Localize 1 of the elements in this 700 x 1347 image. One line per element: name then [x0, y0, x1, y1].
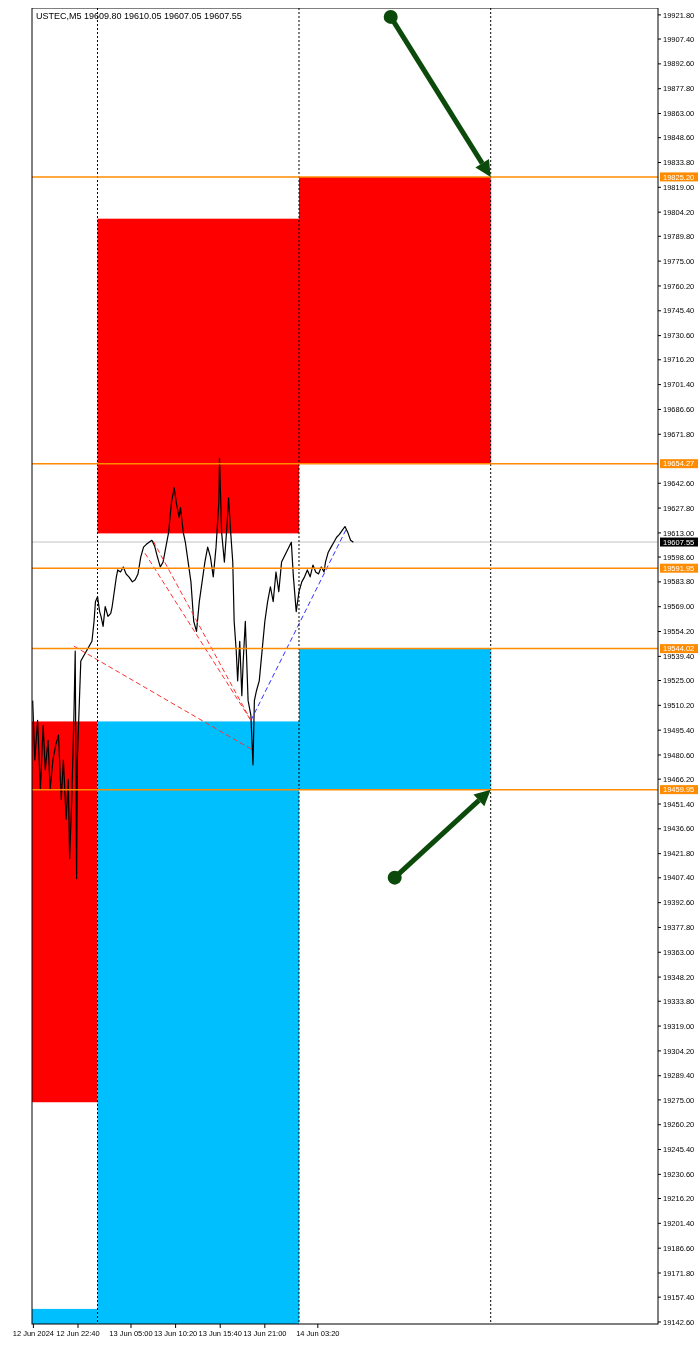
chart-title: USTEC,M5 19609.80 19610.05 19607.05 19607.55 [36, 11, 242, 21]
